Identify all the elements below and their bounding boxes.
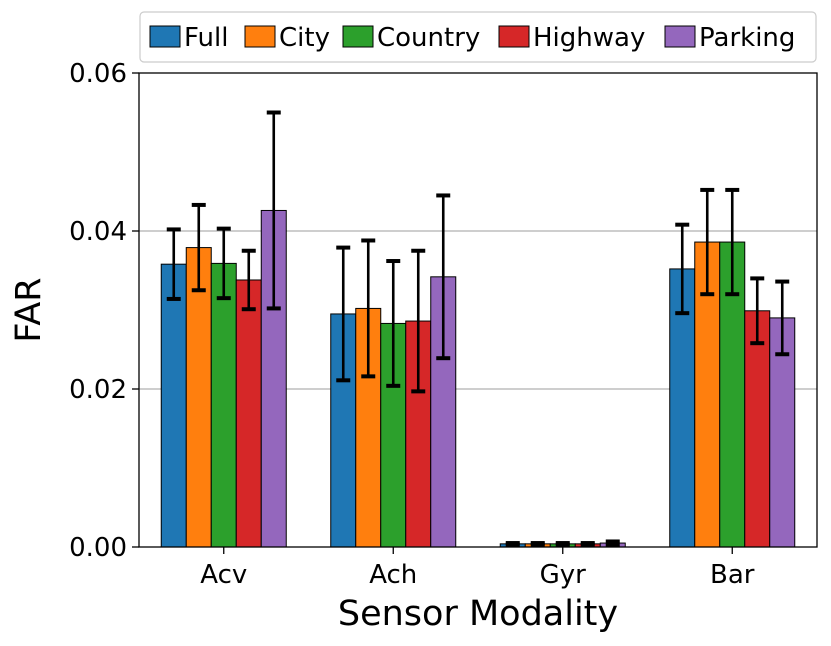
legend-label-parking: Parking xyxy=(699,23,795,53)
legend-swatch-highway xyxy=(498,25,530,48)
legend-label-city: City xyxy=(279,23,330,53)
errorbars-layer xyxy=(166,110,790,547)
legend-swatch-full xyxy=(149,25,181,48)
bars-layer xyxy=(160,209,796,548)
legend-frame xyxy=(139,11,817,63)
x-tick-label: Gyr xyxy=(540,560,587,590)
x-tick-label: Ach xyxy=(369,560,417,590)
x-tick-label: Bar xyxy=(710,560,755,590)
y-axis-ticks: 0.00 0.02 0.04 0.06 xyxy=(69,59,139,563)
bar-full-bar xyxy=(669,268,696,548)
legend-label-country: Country xyxy=(377,23,480,53)
bar-country-acv xyxy=(210,262,237,548)
legend: Full City Country Highway Parking xyxy=(139,11,817,63)
x-axis-title: Sensor Modality xyxy=(338,594,618,634)
y-tick-label: 0.04 xyxy=(69,217,127,247)
y-axis-title: FAR xyxy=(9,277,49,342)
bar-city-acv xyxy=(185,247,212,548)
legend-label-highway: Highway xyxy=(533,23,645,53)
legend-label-full: Full xyxy=(184,23,228,53)
legend-swatch-country xyxy=(342,25,374,48)
bar-highway-acv xyxy=(235,279,262,548)
legend-swatch-city xyxy=(244,25,276,48)
x-tick-label: Acv xyxy=(200,560,247,590)
bar-highway-bar xyxy=(744,310,771,548)
bar-full-acv xyxy=(160,263,187,548)
y-tick-label: 0.06 xyxy=(69,59,127,89)
y-tick-label: 0.00 xyxy=(69,533,127,563)
x-axis-ticks: Acv Ach Gyr Bar xyxy=(200,547,755,590)
legend-swatch-parking xyxy=(664,25,696,48)
y-tick-label: 0.02 xyxy=(69,375,127,405)
plot-frame xyxy=(138,72,818,548)
